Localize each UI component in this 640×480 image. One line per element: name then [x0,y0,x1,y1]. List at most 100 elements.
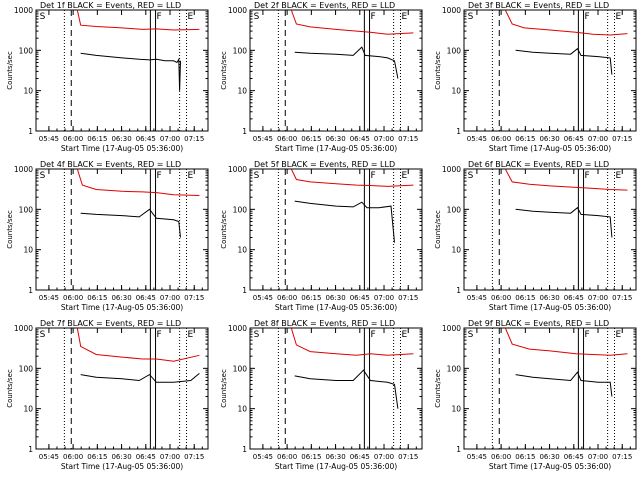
x-tick-label: 06:45 [350,135,370,143]
x-tick-label: 06:30 [325,453,345,461]
events-series-line [80,208,181,238]
plot-frame [249,327,423,450]
y-tick-label: 1 [28,445,33,454]
chart-panel: Det 3f BLACK = Events, RED = LLD 1 10 100 10… [434,1,637,153]
x-axis-label: Start Time (17-Aug-05 05:36:00) [61,144,183,153]
y-axis-label: Counts/sec [6,210,14,249]
x-tick-label: 07:00 [374,294,394,302]
events-series-line [80,373,200,383]
event-marker-label: S [40,12,46,22]
x-tick-label: 06:30 [111,453,131,461]
chart-title: Det 2f BLACK = Events, RED = LLD [254,1,395,10]
x-tick-label: 07:00 [588,294,608,302]
events-series-line [80,52,181,91]
x-tick-label: 06:30 [539,294,559,302]
y-tick-label: 1000 [228,324,247,333]
y-axis-label: Counts/sec [220,369,228,408]
events-series-line [294,46,399,79]
x-tick-label: 06:00 [277,135,297,143]
y-tick-label: 10 [451,405,461,414]
y-tick-label: 10 [237,246,247,255]
x-tick-label: 06:15 [301,453,321,461]
chart-panel: Det 6f BLACK = Events, RED = LLD 1 10 100 10… [434,160,637,312]
x-axis-label: Start Time (17-Aug-05 05:36:00) [275,144,397,153]
event-marker-label: S [254,12,260,22]
y-tick-label: 10 [451,246,461,255]
x-tick-label: 06:30 [539,453,559,461]
y-tick-label: 10 [451,87,461,96]
chart-title: Det 3f BLACK = Events, RED = LLD [468,1,609,10]
y-tick-label: 1000 [228,165,247,174]
x-tick-label: 06:00 [63,294,83,302]
y-axis-label: Counts/sec [434,210,442,249]
x-tick-label: 07:15 [398,294,418,302]
event-marker-label: E [402,171,408,181]
y-tick-label: 100 [233,46,248,55]
event-marker-label: S [468,171,474,181]
event-marker-label: F [585,330,590,340]
x-tick-label: 05:45 [253,294,273,302]
y-axis-label: Counts/sec [6,369,14,408]
event-marker-label: E [188,171,194,181]
events-series-line [515,47,613,75]
x-tick-label: 06:30 [111,294,131,302]
y-tick-label: 1 [28,286,33,295]
x-tick-label: 06:45 [564,294,584,302]
x-axis-label: Start Time (17-Aug-05 05:36:00) [61,303,183,312]
x-tick-label: 06:15 [515,453,535,461]
x-tick-label: 05:45 [39,294,59,302]
lld-series-line [504,327,628,356]
x-tick-label: 07:00 [374,135,394,143]
y-tick-label: 1 [456,286,461,295]
chart-title: Det 8f BLACK = Events, RED = LLD [254,319,395,328]
x-axis-label: Start Time (17-Aug-05 05:36:00) [489,144,611,153]
y-axis-label: Counts/sec [6,51,14,90]
event-marker-label: S [254,171,260,181]
x-tick-label: 06:15 [301,294,321,302]
event-marker-label: F [157,12,162,22]
y-tick-label: 1 [456,445,461,454]
event-marker-label: F [371,12,376,22]
chart-panel: Det 1f BLACK = Events, RED = LLD 1 10 100 10… [6,1,209,153]
y-tick-label: 10 [23,87,33,96]
x-tick-label: 07:00 [160,294,180,302]
y-tick-label: 1000 [442,6,461,15]
y-tick-label: 100 [447,46,462,55]
x-tick-label: 06:30 [325,135,345,143]
x-tick-label: 06:00 [491,294,511,302]
lld-series-line [290,168,414,187]
x-axis-label: Start Time (17-Aug-05 05:36:00) [275,303,397,312]
lld-series-line [76,168,200,196]
x-tick-label: 07:15 [184,294,204,302]
y-tick-label: 1000 [14,6,33,15]
y-tick-label: 1 [242,127,247,136]
chart-title: Det 5f BLACK = Events, RED = LLD [254,160,395,169]
chart-title: Det 7f BLACK = Events, RED = LLD [40,319,181,328]
event-marker-label: S [40,171,46,181]
y-tick-label: 1 [456,127,461,136]
y-tick-label: 100 [233,205,248,214]
x-tick-label: 07:00 [588,135,608,143]
event-marker-label: F [157,330,162,340]
plot-frame [249,168,423,291]
events-series-line [515,371,613,397]
lld-series-line [76,9,200,31]
y-tick-label: 1000 [14,324,33,333]
x-tick-label: 05:45 [253,135,273,143]
chart-title: Det 9f BLACK = Events, RED = LLD [468,319,609,328]
x-tick-label: 05:45 [467,453,487,461]
x-tick-label: 06:30 [539,135,559,143]
event-marker-label: F [157,171,162,181]
x-tick-label: 06:15 [87,135,107,143]
event-marker-label: E [616,171,622,181]
y-tick-label: 1 [242,445,247,454]
x-tick-label: 06:15 [87,294,107,302]
x-tick-label: 06:00 [63,453,83,461]
x-tick-label: 07:15 [184,135,204,143]
x-tick-label: 06:15 [515,135,535,143]
event-marker-label: E [402,330,408,340]
x-tick-label: 07:00 [160,135,180,143]
x-tick-label: 07:15 [612,453,632,461]
x-tick-label: 07:00 [588,453,608,461]
